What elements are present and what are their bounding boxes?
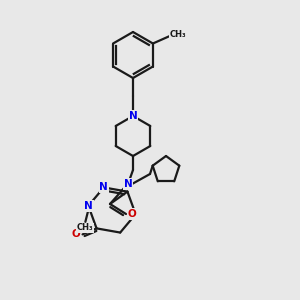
Text: CH₃: CH₃ [77, 223, 94, 232]
Text: O: O [71, 230, 80, 239]
Text: N: N [129, 111, 137, 121]
Text: N: N [84, 201, 93, 211]
Text: N: N [124, 179, 132, 189]
Text: CH₃: CH₃ [169, 30, 186, 39]
Text: O: O [128, 209, 136, 219]
Text: N: N [99, 182, 108, 192]
